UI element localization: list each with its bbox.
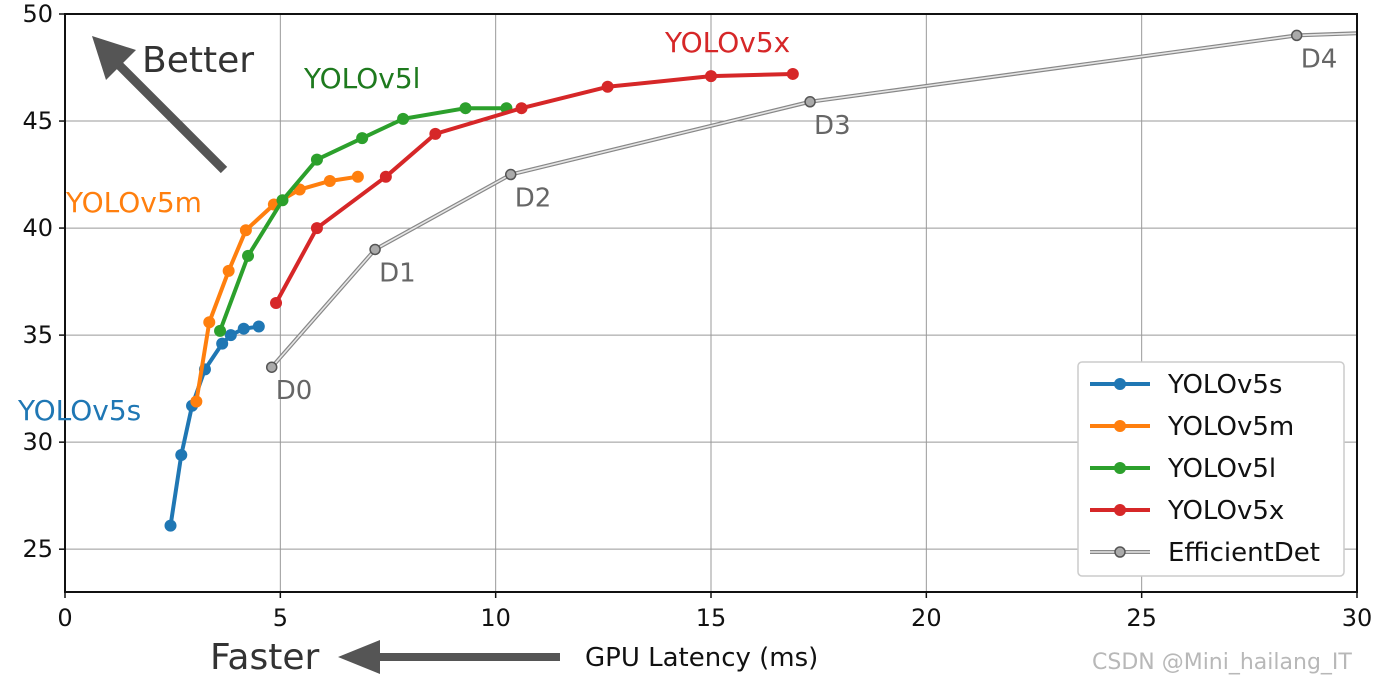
data-point-efficientdet: [804, 96, 816, 108]
point-label-d0: D0: [276, 376, 313, 406]
series-label-yolov5l: YOLOv5l: [303, 62, 420, 95]
faster-label: Faster: [210, 637, 319, 678]
y-tick-label: 50: [22, 0, 53, 28]
data-point-yolov5x: [515, 102, 528, 115]
x-axis-label: GPU Latency (ms): [585, 643, 818, 673]
legend-item-efficientdet: EfficientDet: [1090, 538, 1320, 568]
data-point-yolov5s: [164, 519, 177, 532]
legend-item-yolov5m: YOLOv5m: [1090, 412, 1294, 442]
legend-item-yolov5l: YOLOv5l: [1090, 454, 1276, 484]
legend-item-yolov5s: YOLOv5s: [1090, 370, 1282, 400]
data-point-yolov5x: [379, 170, 392, 183]
data-point-yolov5l: [356, 132, 369, 145]
data-point-yolov5m: [351, 170, 364, 183]
data-point-yolov5l: [242, 249, 255, 262]
data-point-yolov5x: [601, 80, 614, 93]
data-point-yolov5l: [459, 102, 472, 115]
data-point-yolov5x: [429, 127, 442, 140]
data-point-yolov5l: [397, 112, 410, 125]
data-point-yolov5x: [310, 222, 323, 235]
series-group: [164, 29, 1358, 532]
y-tick-label: 35: [22, 321, 53, 349]
legend-label: YOLOv5s: [1167, 370, 1282, 400]
data-point-efficientdet: [369, 243, 381, 256]
series-line-yolov5s: [168, 324, 260, 526]
data-point-efficientdet: [1290, 29, 1303, 42]
data-point-yolov5x: [786, 67, 799, 80]
data-point-yolov5s: [224, 329, 237, 342]
data-point-efficientdet: [265, 361, 278, 373]
series-line-yolov5x: [274, 71, 793, 304]
data-point-yolov5s: [175, 448, 188, 461]
series-line-yolov5l: [218, 106, 507, 332]
point-label-d1: D1: [379, 258, 416, 288]
data-point-efficientdet: [504, 168, 517, 181]
x-tick-label: 20: [911, 604, 942, 632]
series-label-yolov5m: YOLOv5m: [65, 186, 202, 219]
grid: [65, 14, 1357, 592]
legend-label: YOLOv5x: [1167, 496, 1284, 526]
data-point-yolov5x: [270, 297, 283, 309]
faster-arrow-icon: [338, 640, 560, 674]
data-point-yolov5m: [222, 264, 235, 277]
series-yolov5x: [270, 67, 799, 309]
data-point-yolov5m: [239, 224, 252, 237]
series-yolov5s: [164, 320, 265, 532]
legend-label: EfficientDet: [1168, 538, 1320, 568]
legend-label: YOLOv5m: [1167, 412, 1294, 442]
series-label-yolov5s: YOLOv5s: [17, 394, 141, 427]
legend: YOLOv5s YOLOv5m YOLOv5l YOLOv5x EfficientDet: [1077, 361, 1345, 577]
x-tick-label: 0: [57, 604, 72, 632]
better-arrow-icon: [92, 36, 228, 174]
data-point-yolov5s: [237, 322, 250, 335]
data-point-yolov5m: [203, 316, 216, 329]
watermark: CSDN @Mini_hailang_IT: [1092, 650, 1352, 675]
legend-label: YOLOv5l: [1167, 454, 1276, 484]
series-line-efficientdet: [270, 31, 1358, 369]
data-point-yolov5l: [276, 194, 289, 207]
legend-swatch-marker: [1114, 420, 1126, 432]
data-point-yolov5l: [310, 153, 323, 166]
axis-ticks: 0 5 10 15 20 25 30 25 30 35 40 45 50: [22, 0, 1372, 632]
y-tick-label: 30: [22, 428, 53, 456]
legend-item-yolov5x: YOLOv5x: [1090, 496, 1284, 526]
point-label-d3: D3: [814, 111, 851, 141]
series-label-yolov5x: YOLOv5x: [664, 26, 790, 59]
x-tick-label: 5: [273, 604, 288, 632]
plot-frame: [64, 13, 1358, 593]
legend-swatch-marker: [1114, 378, 1126, 390]
data-point-yolov5x: [705, 70, 717, 83]
series-yolov5l: [214, 102, 513, 337]
point-labels: D0 D1 D2 D3 D4: [276, 44, 1338, 406]
legend-swatch-marker: [1114, 504, 1126, 516]
x-tick-label: 10: [480, 604, 511, 632]
y-tick-label: 25: [22, 535, 53, 563]
data-point-yolov5l: [214, 324, 227, 337]
y-tick-label: 40: [22, 214, 53, 242]
x-tick-label: 30: [1342, 604, 1373, 632]
data-point-yolov5s: [252, 320, 265, 333]
data-point-yolov5m: [323, 174, 336, 187]
x-tick-label: 25: [1126, 604, 1157, 632]
legend-swatch-marker: [1114, 462, 1126, 474]
data-point-yolov5s: [216, 337, 229, 350]
point-label-d4: D4: [1301, 44, 1338, 74]
data-point-yolov5m: [190, 395, 203, 408]
legend-frame: [1077, 361, 1345, 577]
x-tick-label: 15: [696, 604, 727, 632]
legend-swatch-marker: [1114, 546, 1126, 558]
series-efficientdet: [265, 29, 1358, 373]
y-tick-label: 45: [22, 107, 53, 135]
series-line-efficientdet-inner: [271, 32, 1358, 368]
point-label-d2: D2: [515, 184, 552, 214]
better-label: Better: [142, 40, 254, 81]
